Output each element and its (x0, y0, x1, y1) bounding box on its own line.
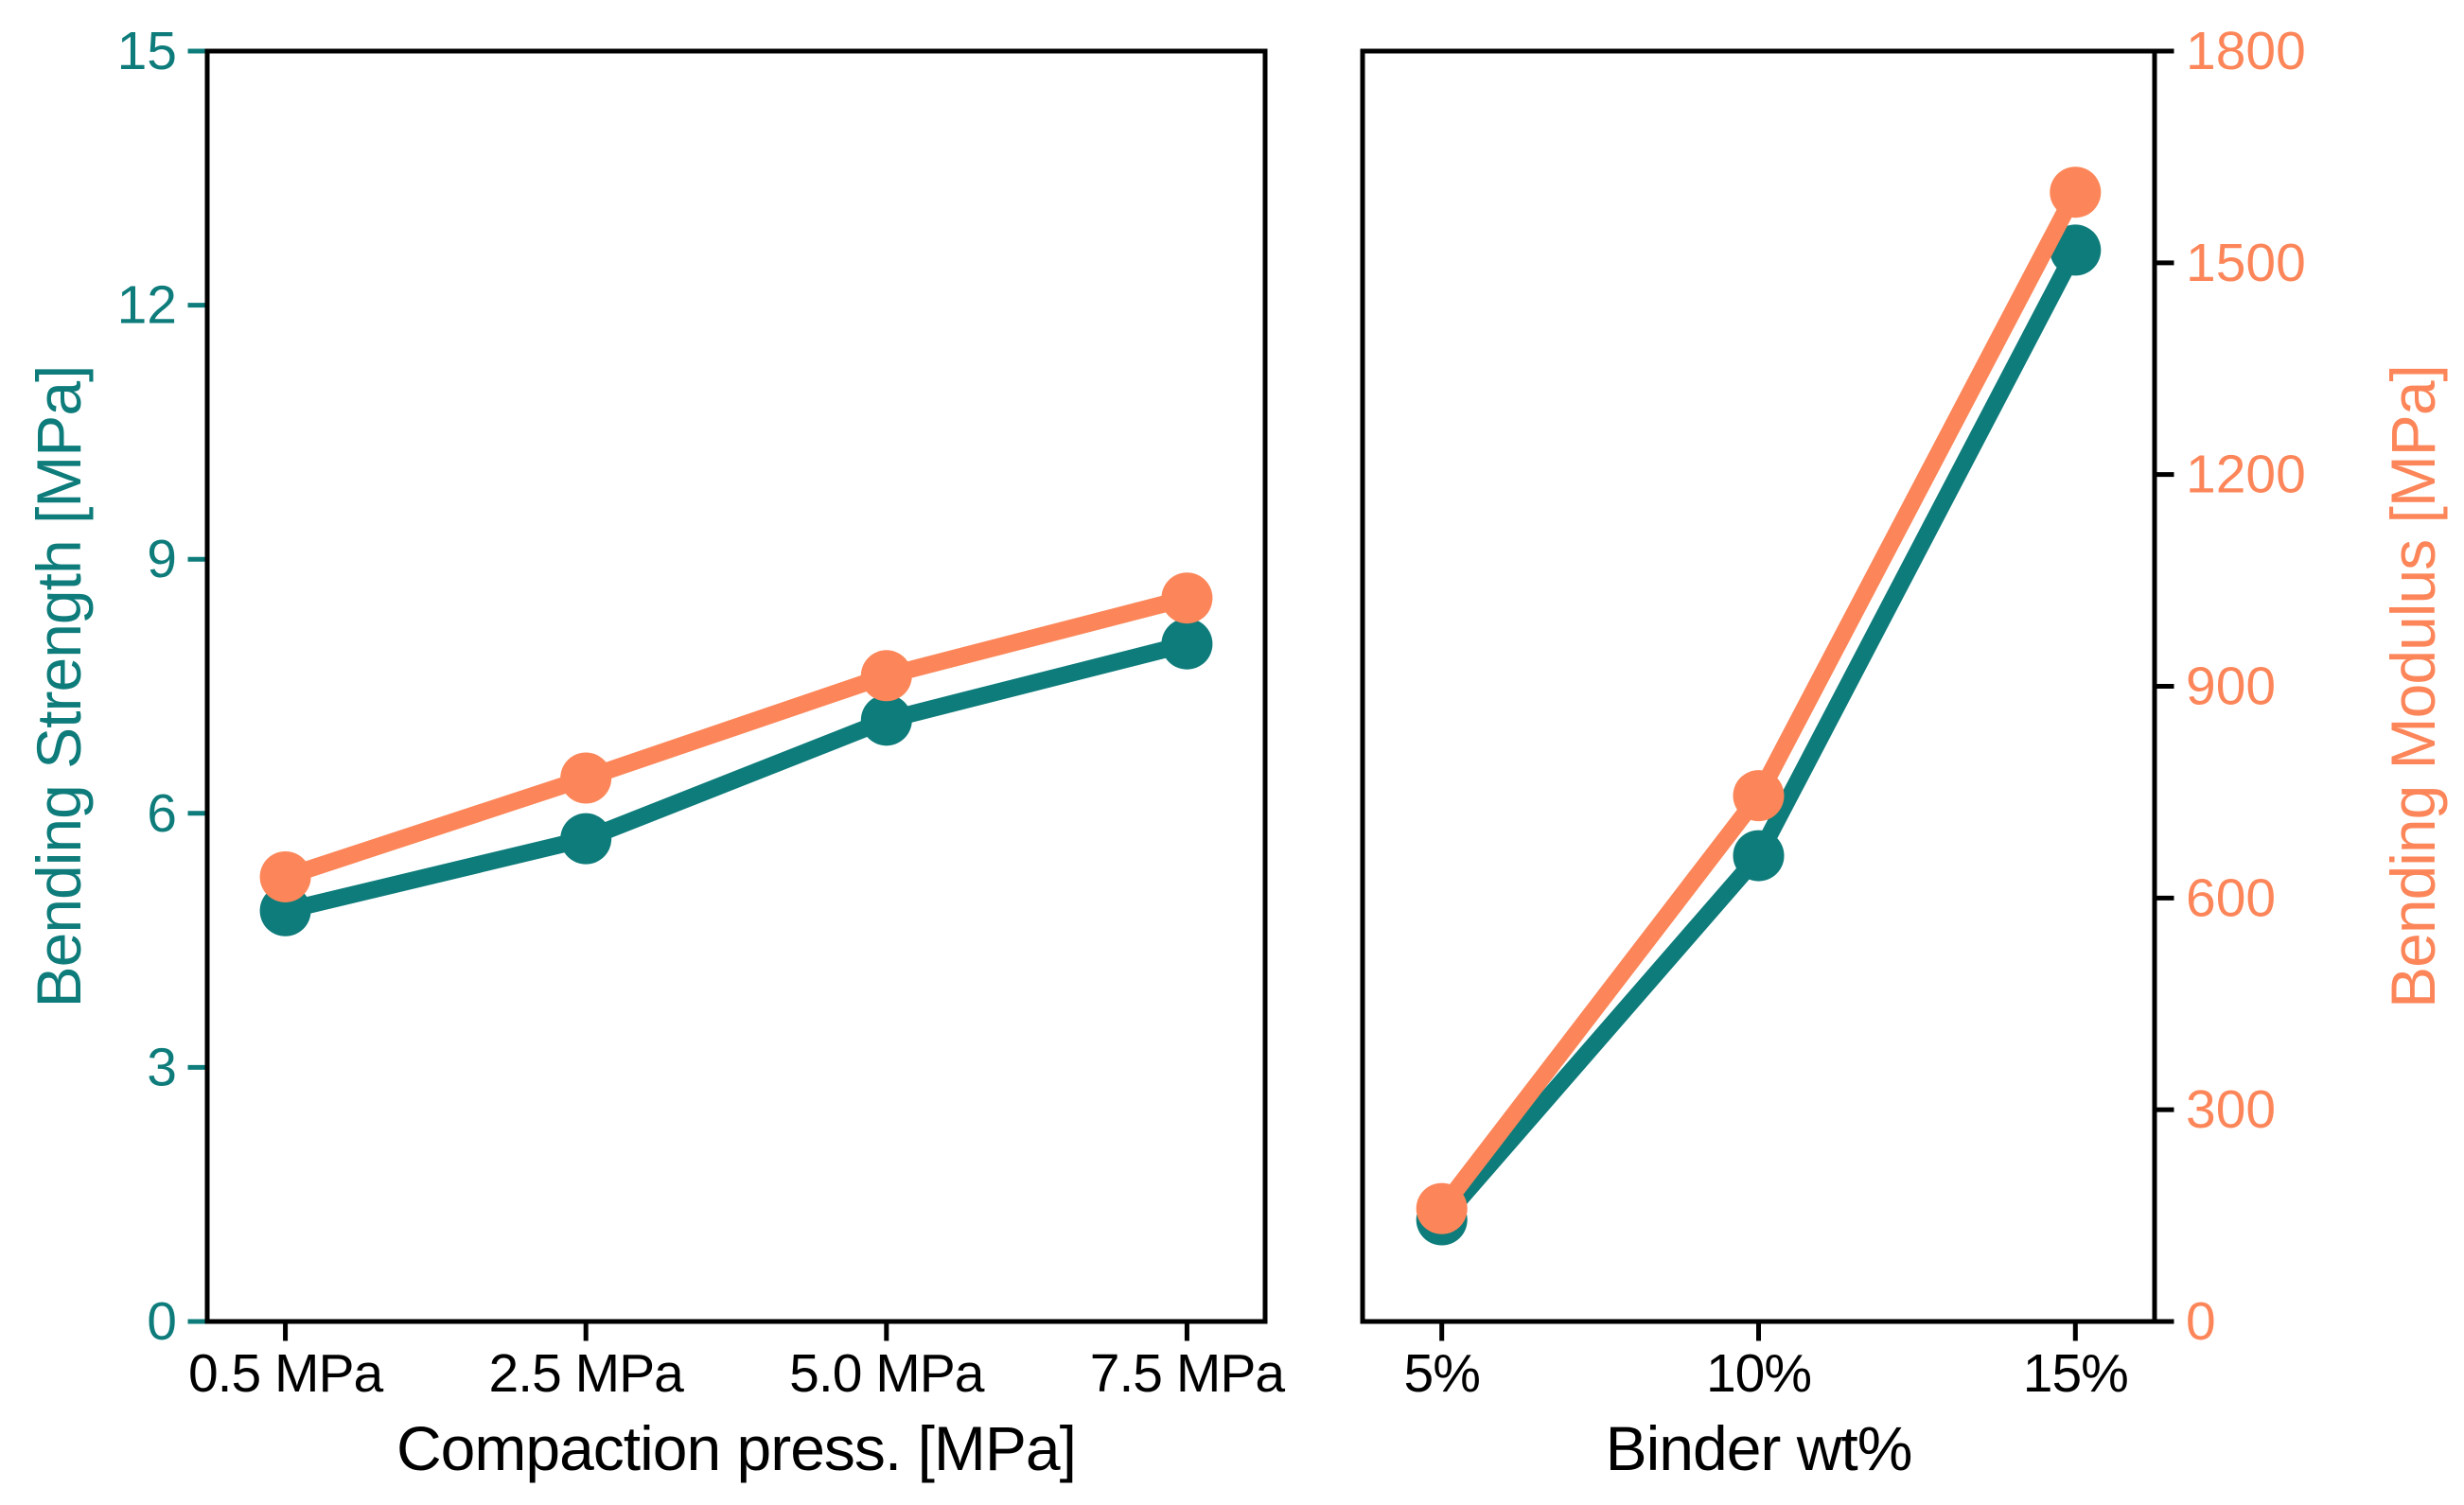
x-tick-label: 2.5 MPa (489, 1343, 685, 1404)
compaction-modulus-point (259, 850, 311, 902)
compaction-strength-point (1161, 618, 1213, 670)
y-axis-label-modulus: Bending Modulus [MPa] (2378, 365, 2448, 1008)
axes-frame (204, 48, 1268, 1324)
binder-modulus-point (1733, 770, 1785, 822)
compaction-strength-line (283, 636, 1189, 919)
axes-frame (1360, 48, 2157, 1324)
compaction-strength-point (560, 813, 612, 865)
binder-strength-point (2050, 224, 2102, 276)
x-axis-label-binder: Binder wt% (1605, 1413, 1913, 1483)
binder-modulus-point (1416, 1182, 1468, 1234)
compaction-modulus-point (1161, 572, 1213, 624)
x-tick-label: 7.5 MPa (1090, 1343, 1286, 1404)
y-tick-label-modulus: 600 (2186, 867, 2276, 928)
x-tick-label: 0.5 MPa (188, 1343, 384, 1404)
y-tick-label-modulus: 0 (2186, 1291, 2216, 1352)
binder-modulus-point (2050, 166, 2102, 219)
y-tick-label-modulus: 1200 (2186, 445, 2306, 505)
y-tick-label-strength: 9 (147, 529, 177, 589)
y-tick-label-modulus: 900 (2186, 656, 2276, 717)
y-tick-label-strength: 3 (147, 1037, 177, 1097)
compaction-modulus-point (560, 752, 612, 804)
compaction-strength-point (860, 694, 912, 746)
binder-modulus-line (1434, 188, 2084, 1215)
y-tick-label-strength: 15 (117, 21, 177, 81)
x-axis-label-compaction: Compaction press. [MPa] (396, 1413, 1077, 1483)
y-tick-label-modulus: 1800 (2186, 21, 2306, 81)
y-tick-label-modulus: 300 (2186, 1079, 2276, 1140)
y-tick-label-strength: 6 (147, 783, 177, 844)
y-tick-label-strength: 0 (147, 1291, 177, 1352)
x-tick-label: 5% (1404, 1343, 1480, 1404)
y-axis-label-strength: Bending Strength [MPa] (24, 365, 94, 1008)
binder-strength-point (1733, 830, 1785, 882)
compaction-modulus-line (282, 589, 1189, 885)
x-tick-label: 15% (2023, 1343, 2128, 1404)
y-tick-label-strength: 12 (117, 275, 177, 336)
x-tick-label: 10% (1706, 1343, 1811, 1404)
y-tick-label-modulus: 1500 (2186, 233, 2306, 293)
x-tick-label: 5.0 MPa (789, 1343, 985, 1404)
compaction-modulus-point (860, 650, 912, 702)
